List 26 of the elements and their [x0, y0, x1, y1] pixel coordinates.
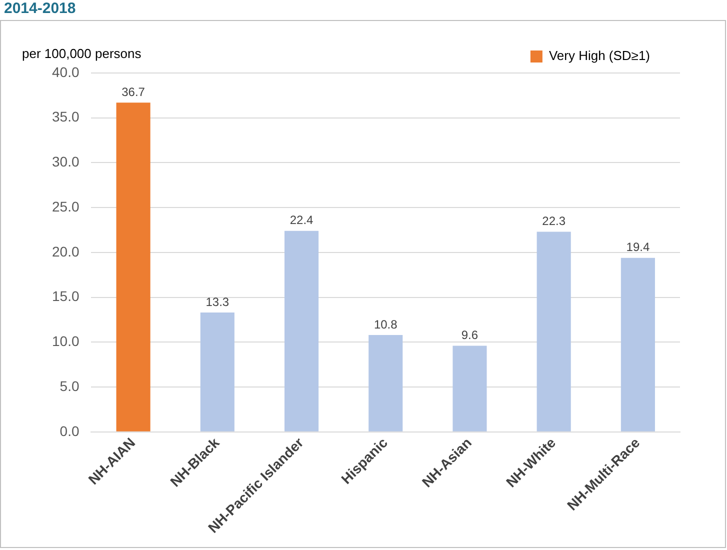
- bar: [368, 334, 403, 432]
- data-label: 22.4: [290, 213, 314, 228]
- data-label: 10.8: [374, 317, 398, 332]
- bar: [284, 230, 319, 432]
- legend-label: Very High (SD≥1): [548, 48, 650, 64]
- chart-title: 2014-2018: [4, 0, 76, 17]
- y-tick-label: 25.0: [52, 198, 80, 214]
- bar: [200, 312, 234, 432]
- y-tick-label: 40.0: [52, 64, 80, 80]
- data-label: 13.3: [206, 294, 230, 309]
- data-label: 9.6: [461, 328, 478, 342]
- y-tick-label: 35.0: [52, 108, 80, 125]
- data-label: 36.7: [122, 84, 146, 99]
- bar: [452, 346, 487, 432]
- data-label: 19.4: [626, 240, 650, 254]
- y-axis-title: per 100,000 persons: [22, 46, 142, 61]
- y-tick-label: 10.0: [52, 333, 80, 350]
- y-tick-label: 20.0: [52, 243, 80, 260]
- y-tick-label: 5.0: [60, 378, 80, 394]
- y-tick-label: 0.0: [60, 422, 80, 439]
- bar: [116, 102, 150, 432]
- data-label: 22.3: [542, 214, 566, 228]
- y-tick-label: 30.0: [52, 154, 80, 170]
- bar: [536, 232, 571, 432]
- y-tick-label: 15.0: [52, 288, 80, 304]
- bar: [620, 258, 655, 432]
